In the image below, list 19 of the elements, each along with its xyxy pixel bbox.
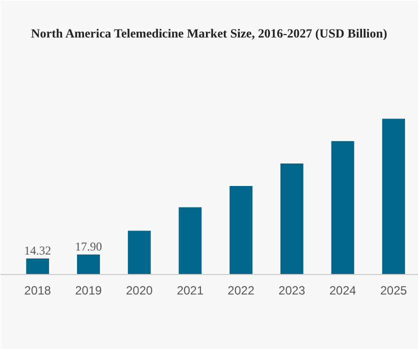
x-tick-label: 2022 xyxy=(228,284,255,298)
x-tick-label: 2018 xyxy=(24,284,52,298)
bar xyxy=(382,118,406,274)
x-tick-label: 2020 xyxy=(126,284,153,298)
x-tick-label: 2024 xyxy=(329,284,356,298)
bar xyxy=(26,258,50,274)
x-tick-label: 2025 xyxy=(380,284,408,298)
x-tick-label: 2019 xyxy=(75,284,102,298)
x-tick-label: 2021 xyxy=(176,284,204,298)
bar xyxy=(128,230,151,274)
data-label: 14.32 xyxy=(24,243,52,258)
bar xyxy=(178,207,202,274)
bar xyxy=(331,141,354,274)
bar xyxy=(230,186,252,274)
x-tick-label: 2023 xyxy=(278,284,306,298)
bar xyxy=(77,254,100,274)
chart-title: North America Telemedicine Market Size, 2016-2027 (USD Billion) xyxy=(30,26,388,40)
bar xyxy=(280,164,304,274)
data-label: 17.90 xyxy=(74,239,102,254)
